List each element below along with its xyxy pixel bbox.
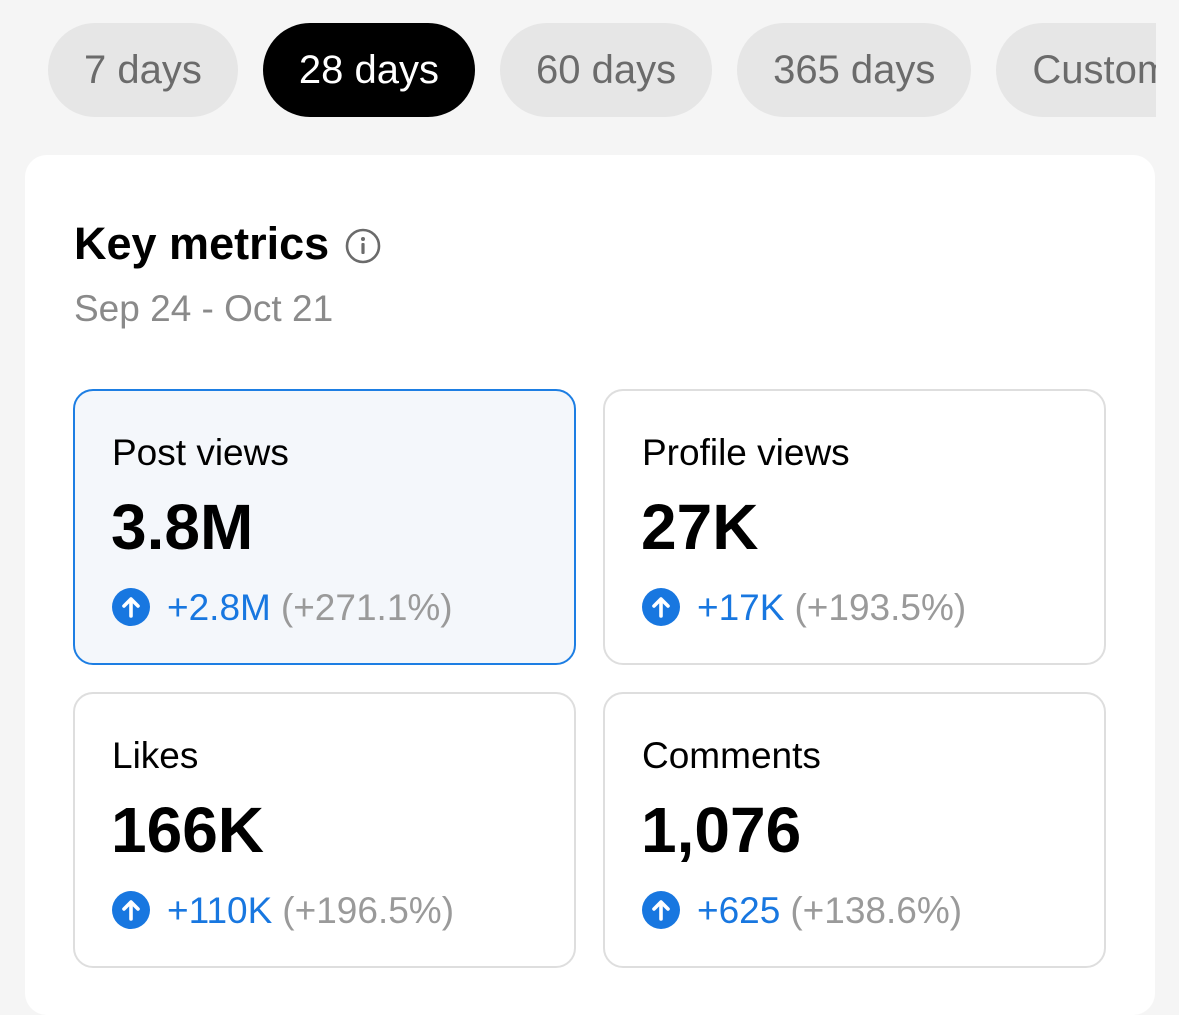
arrow-up-circle-icon bbox=[112, 588, 150, 626]
metric-value: 166K bbox=[111, 794, 264, 866]
metric-value: 1,076 bbox=[641, 794, 802, 866]
metric-change-value: +2.8M bbox=[167, 586, 271, 628]
arrow-up-circle-icon bbox=[642, 588, 680, 626]
tab-60-days[interactable]: 60 days bbox=[499, 23, 713, 117]
metric-change-percent: (+193.5%) bbox=[794, 586, 967, 628]
metric-change: +17K (+193.5%) bbox=[642, 588, 966, 626]
metric-change-percent: (+138.6%) bbox=[790, 889, 963, 931]
tab-custom[interactable]: Custom bbox=[996, 23, 1156, 117]
metric-label: Post views bbox=[112, 432, 289, 473]
tab-365-days[interactable]: 365 days bbox=[737, 23, 972, 117]
metric-change: +625 (+138.6%) bbox=[642, 891, 962, 929]
metric-change-value: +625 bbox=[697, 889, 781, 931]
date-range-tabs: 7 days 28 days 60 days 365 days Custom bbox=[0, 0, 1156, 140]
metric-change: +110K (+196.5%) bbox=[112, 891, 454, 929]
tab-7-days[interactable]: 7 days bbox=[48, 23, 238, 117]
metric-value: 3.8M bbox=[111, 491, 254, 563]
tab-28-days[interactable]: 28 days bbox=[262, 23, 475, 117]
metric-change-value: +110K bbox=[167, 889, 273, 931]
card-header: Key metrics bbox=[74, 221, 381, 266]
metric-change-percent: (+271.1%) bbox=[280, 586, 453, 628]
metric-tile-post-views[interactable]: Post views 3.8M +2.8M (+271.1%) bbox=[73, 389, 576, 665]
card-title: Key metrics bbox=[74, 218, 330, 269]
arrow-up-circle-icon bbox=[642, 891, 680, 929]
info-icon[interactable] bbox=[345, 228, 381, 264]
metric-label: Profile views bbox=[642, 432, 850, 473]
key-metrics-card: Key metrics Sep 24 - Oct 21 Post views 3… bbox=[25, 155, 1155, 1015]
metric-label: Likes bbox=[112, 735, 199, 776]
metric-value: 27K bbox=[641, 491, 759, 563]
metric-change-percent: (+196.5%) bbox=[282, 889, 455, 931]
arrow-up-circle-icon bbox=[112, 891, 150, 929]
metric-tile-profile-views[interactable]: Profile views 27K +17K (+193.5%) bbox=[603, 389, 1106, 665]
date-range-label: Sep 24 - Oct 21 bbox=[74, 288, 334, 329]
metric-change: +2.8M (+271.1%) bbox=[112, 588, 453, 626]
metric-change-value: +17K bbox=[697, 586, 785, 628]
date-range-tabs-track: 7 days 28 days 60 days 365 days Custom bbox=[48, 23, 1156, 117]
metric-tile-comments[interactable]: Comments 1,076 +625 (+138.6%) bbox=[603, 692, 1106, 968]
metric-label: Comments bbox=[642, 735, 821, 776]
metric-tile-likes[interactable]: Likes 166K +110K (+196.5%) bbox=[73, 692, 576, 968]
